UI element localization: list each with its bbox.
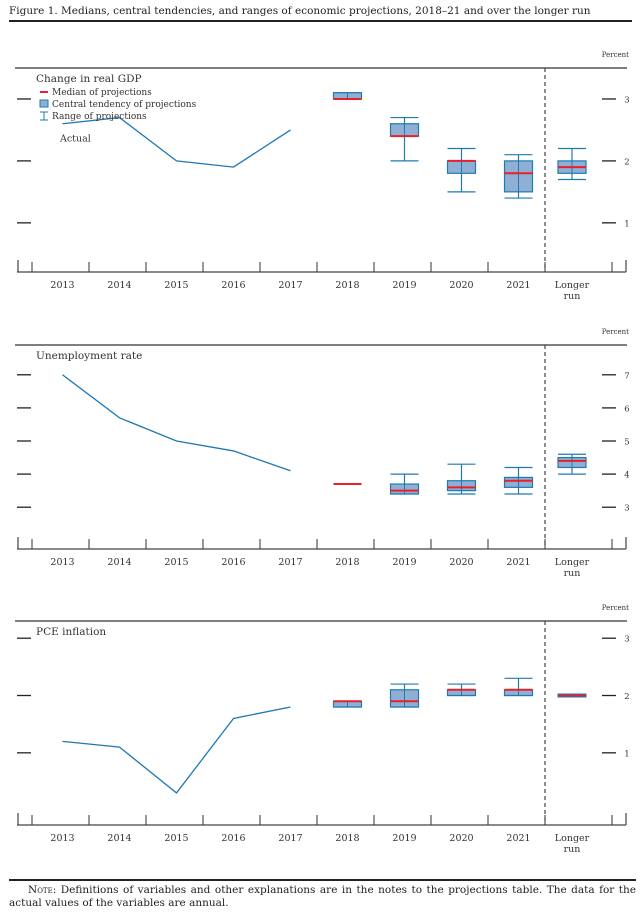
y-tick-label: 6 <box>624 404 629 414</box>
actual-line <box>62 374 291 472</box>
x-tick-label: 2017 <box>278 557 302 568</box>
chart-panel-1: Percent Change in real GDP 1 2 3 2013 2014 2015… <box>15 51 630 302</box>
chart-title: PCE inflation <box>36 626 106 638</box>
chart-panel-2: Percent Unemployment rate 3 4 5 6 7 2013 2014 201… <box>15 328 630 579</box>
x-tick-label: 2015 <box>164 280 188 291</box>
projection-2018 <box>332 92 363 100</box>
x-tick-label: 2020 <box>449 557 473 568</box>
x-tick-label: 2017 <box>278 280 302 291</box>
x-tick-label: 2016 <box>221 280 245 291</box>
note-text: Definitions of variables and other expla… <box>9 884 636 909</box>
actual-label: Actual <box>59 134 91 145</box>
x-tick-label: 2015 <box>164 557 188 568</box>
x-tick-label: run <box>564 291 581 302</box>
x-tick-label: 2021 <box>506 557 530 568</box>
projection-2020 <box>446 683 477 697</box>
unit-label: Percent <box>602 328 629 336</box>
projection-longer-run <box>557 147 587 181</box>
note-rule <box>9 879 636 881</box>
title-rule <box>9 20 632 22</box>
x-tick-label: 2021 <box>506 280 530 291</box>
actual-line <box>62 116 291 168</box>
x-tick-label: 2019 <box>392 833 416 844</box>
unit-label: Percent <box>602 51 629 59</box>
x-tick-label: 2013 <box>50 280 74 291</box>
x-tick-label: Longer <box>555 280 590 291</box>
figure-title: Figure 1. Medians, central tendencies, a… <box>9 5 591 17</box>
x-tick-label: 2019 <box>392 557 416 568</box>
x-tick-label: Longer <box>555 557 590 568</box>
y-tick-label: 2 <box>624 692 629 702</box>
projection-2018 <box>332 700 363 708</box>
x-tick-label: 2014 <box>107 280 131 291</box>
chart-title: Unemployment rate <box>36 350 142 362</box>
projection-2021 <box>503 466 534 495</box>
legend-central-tendency-swatch <box>39 99 49 108</box>
legend-central-tendency-label: Central tendency of projections <box>52 100 197 110</box>
y-tick-label: 3 <box>624 504 629 514</box>
y-tick-label: 3 <box>624 635 629 645</box>
x-tick-label: 2014 <box>107 557 131 568</box>
x-tick-label: 2016 <box>221 557 245 568</box>
projection-2019 <box>389 683 420 708</box>
x-tick-label: 2020 <box>449 833 473 844</box>
projection-2019 <box>389 116 420 162</box>
x-tick-label: 2013 <box>50 833 74 844</box>
unit-label: Percent <box>602 604 629 612</box>
x-tick-label: run <box>564 568 581 579</box>
y-tick-label: 1 <box>624 749 629 759</box>
note-label: Note: <box>28 884 57 896</box>
x-tick-label: 2014 <box>107 833 131 844</box>
legend-median-label: Median of projections <box>52 88 152 98</box>
projection-2019 <box>389 473 420 495</box>
x-tick-label: 2019 <box>392 280 416 291</box>
y-tick-label: 3 <box>624 95 629 105</box>
projection-longer-run <box>557 453 587 475</box>
legend-range-label: Range of projections <box>52 112 147 122</box>
x-tick-label: 2017 <box>278 833 302 844</box>
charts-canvas: Percent Change in real GDP 1 2 3 2013 2014 2015… <box>15 51 630 855</box>
chart-title: Change in real GDP <box>36 73 142 85</box>
x-tick-label: 2015 <box>164 833 188 844</box>
figure-note: Note: Definitions of variables and other… <box>9 884 636 910</box>
y-tick-label: 5 <box>624 438 629 448</box>
projection-2021 <box>503 154 534 199</box>
projection-2021 <box>503 677 534 697</box>
x-tick-label: 2021 <box>506 833 530 844</box>
y-tick-label: 7 <box>624 371 629 381</box>
chart-panel-3: Percent PCE inflation 1 2 3 2013 2014 2015 2016 2… <box>15 604 630 855</box>
projection-2020 <box>446 147 477 193</box>
x-tick-label: Longer <box>555 833 590 844</box>
legend: Median of projections Central tendency of… <box>39 88 197 122</box>
x-tick-label: 2013 <box>50 557 74 568</box>
x-tick-label: 2018 <box>335 833 359 844</box>
y-tick-label: 4 <box>624 471 629 481</box>
y-tick-label: 1 <box>624 219 629 229</box>
x-tick-label: 2016 <box>221 833 245 844</box>
x-tick-label: 2020 <box>449 280 473 291</box>
projection-longer-run <box>557 693 587 698</box>
actual-line <box>62 706 291 794</box>
x-tick-label: 2018 <box>335 557 359 568</box>
projection-2020 <box>446 463 477 495</box>
y-tick-label: 2 <box>624 157 629 167</box>
x-tick-label: run <box>564 844 581 855</box>
x-tick-label: 2018 <box>335 280 359 291</box>
